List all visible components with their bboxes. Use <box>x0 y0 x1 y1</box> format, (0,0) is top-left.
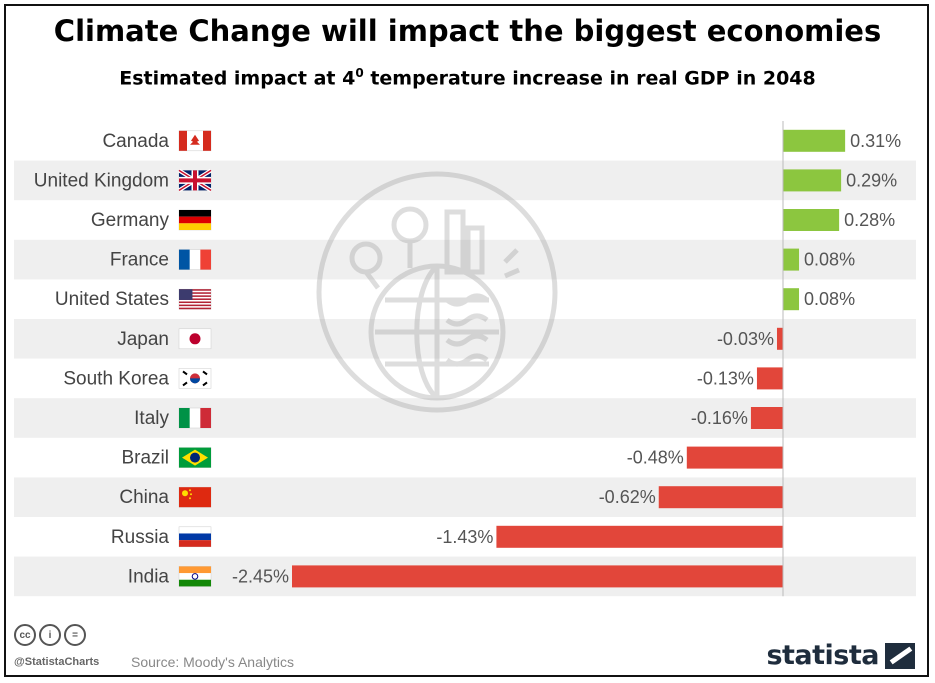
bar <box>750 407 783 429</box>
china-flag-icon <box>178 486 212 508</box>
usa-flag-icon <box>178 288 212 310</box>
category-label: Canada <box>102 131 169 152</box>
category-label: Russia <box>111 527 170 548</box>
italy-flag-icon <box>178 407 212 429</box>
nd-icon: = <box>64 624 86 646</box>
category-label: India <box>128 566 170 587</box>
twitter-handle: @StatistaCharts <box>14 656 100 668</box>
russia-flag-icon <box>178 526 212 548</box>
bar <box>783 248 800 271</box>
value-label: -2.45% <box>232 566 289 586</box>
bar <box>292 565 783 588</box>
category-label: China <box>119 487 169 508</box>
row-band <box>14 239 916 280</box>
germany-flag-icon <box>178 209 212 231</box>
value-label: 0.08% <box>804 289 855 309</box>
cc-icon: cc <box>14 624 36 646</box>
globe-watermark-icon <box>316 171 558 413</box>
france-flag-icon <box>178 249 212 270</box>
bar <box>783 288 800 311</box>
category-label: United Kingdom <box>34 170 169 191</box>
source-note: Source: Moody's Analytics <box>131 654 294 670</box>
value-label: 0.08% <box>804 250 855 270</box>
statista-mark-icon <box>885 642 915 669</box>
row-backgrounds <box>14 160 916 597</box>
row-band <box>14 160 916 201</box>
bar <box>783 129 846 152</box>
category-label: South Korea <box>63 368 169 389</box>
bar <box>783 209 840 231</box>
category-label: United States <box>55 289 169 310</box>
south-korea-flag-icon <box>178 368 212 389</box>
bar <box>776 327 783 350</box>
category-label: Brazil <box>121 448 169 469</box>
row-band <box>14 319 916 359</box>
chart-title: Climate Change will impact the biggest e… <box>53 14 882 48</box>
category-label: France <box>110 250 169 271</box>
value-label: -0.48% <box>627 448 684 468</box>
chart-subtitle: Estimated impact at 40 temperature incre… <box>119 66 816 90</box>
category-label: Japan <box>117 329 169 350</box>
license-icons: cc i = <box>14 624 86 646</box>
value-label: -0.62% <box>599 487 656 507</box>
value-label: 0.29% <box>846 170 897 190</box>
bar <box>496 525 783 548</box>
bar <box>658 486 783 509</box>
japan-flag-icon <box>178 328 212 350</box>
bar <box>783 169 842 192</box>
bar <box>756 367 783 390</box>
category-label: Italy <box>134 408 169 429</box>
value-label: 0.28% <box>844 210 895 230</box>
bars-layer: Canada 0.31% United Kingdom 0.29% Germany 0.2… <box>34 121 901 597</box>
by-icon: i <box>39 624 61 646</box>
brand-name: statista <box>766 640 879 671</box>
canada-flag-icon <box>178 130 212 152</box>
india-flag-icon <box>178 566 212 587</box>
brazil-flag-icon <box>178 447 212 468</box>
value-label: -0.03% <box>717 329 774 349</box>
value-label: -0.16% <box>691 408 748 428</box>
bar <box>686 446 783 469</box>
value-label: -0.13% <box>697 368 754 388</box>
value-label: 0.31% <box>850 131 901 151</box>
statista-logo: statista <box>766 640 915 671</box>
value-label: -1.43% <box>436 527 493 547</box>
category-label: Germany <box>91 210 170 231</box>
uk-flag-icon <box>177 168 213 193</box>
